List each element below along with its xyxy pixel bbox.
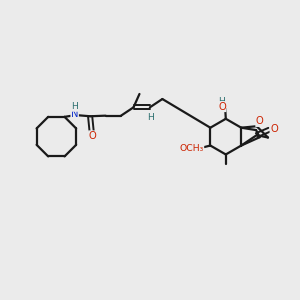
Text: H: H bbox=[218, 97, 225, 106]
Text: H: H bbox=[147, 113, 154, 122]
Text: O: O bbox=[88, 131, 96, 141]
Text: H: H bbox=[71, 102, 78, 111]
Text: O: O bbox=[218, 102, 226, 112]
Text: O: O bbox=[270, 124, 278, 134]
Text: N: N bbox=[71, 110, 78, 119]
Text: O: O bbox=[256, 116, 263, 127]
Text: OCH₃: OCH₃ bbox=[179, 144, 204, 153]
